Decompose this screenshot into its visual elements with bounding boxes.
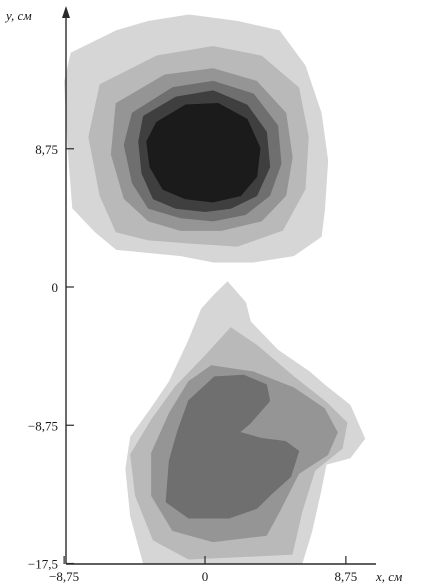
x-tick-label: 8,75 (335, 569, 358, 584)
y-axis-arrow (62, 6, 70, 18)
contour-region-2-level-4 (165, 374, 300, 519)
y-tick-label: 0 (52, 280, 59, 295)
y-tick-label: −8,75 (28, 418, 58, 433)
contour-region-1-level-6 (146, 102, 261, 203)
x-tick-label: 0 (202, 569, 209, 584)
axes (62, 6, 376, 565)
y-tick-label: 8,75 (35, 142, 58, 157)
y-tick-label: −17,5 (28, 557, 58, 572)
x-tick-label: −8,75 (49, 569, 79, 584)
contour-layer (64, 14, 366, 565)
y-axis-label: y, см (4, 8, 32, 23)
x-axis-label: x, см (375, 569, 402, 584)
tick-marks: 8,750−8,75−17,5−8,75 0 8,75 (28, 142, 357, 584)
